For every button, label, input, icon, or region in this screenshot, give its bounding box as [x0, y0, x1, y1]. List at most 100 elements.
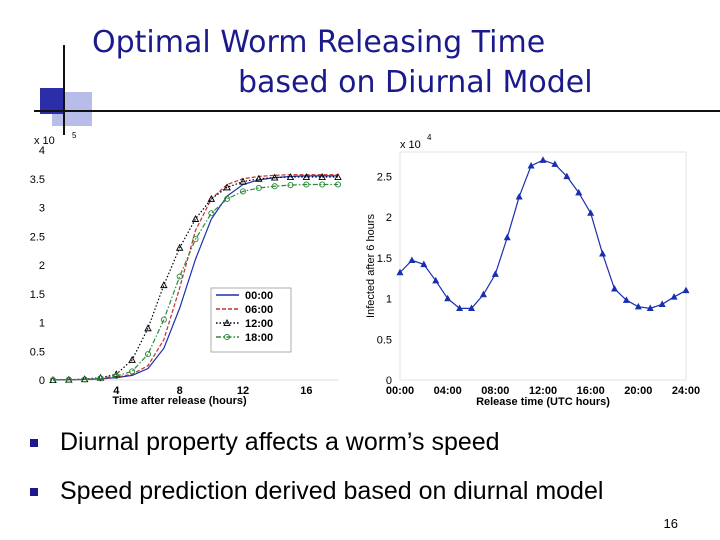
y-multiplier-exponent: 5	[72, 131, 77, 140]
plot-frame	[399, 151, 687, 381]
data-point-triangle	[144, 324, 152, 332]
x-tick-label: 16:00	[577, 385, 605, 397]
legend-label: 12:00	[245, 318, 273, 330]
y-tick-label: 1	[39, 318, 45, 330]
y-tick-label: 2	[39, 260, 45, 272]
bullet-marker-icon	[30, 488, 38, 496]
y-tick-label: 1.5	[30, 289, 45, 301]
data-point-triangle	[563, 172, 571, 180]
data-point-triangle	[207, 194, 216, 202]
data-point-circle	[239, 188, 247, 195]
data-point-circle	[144, 351, 152, 358]
data-point-triangle	[575, 188, 583, 196]
page-number: 16	[663, 516, 678, 531]
data-point-circle	[208, 210, 215, 217]
data-point-triangle	[670, 293, 678, 300]
data-point-triangle	[318, 173, 326, 180]
data-point-circle	[334, 181, 342, 188]
data-point-circle	[113, 372, 120, 380]
data-point-triangle	[223, 319, 231, 326]
y-tick-label: 1.5	[377, 253, 392, 265]
data-point-circle	[223, 333, 231, 341]
data-point-triangle	[479, 290, 487, 298]
y-tick-label: 2.5	[30, 231, 45, 243]
data-point-triangle	[610, 284, 619, 292]
y-multiplier-exponent: 4	[427, 133, 432, 142]
deco-line-horizontal	[34, 110, 720, 112]
data-point-triangle	[175, 243, 184, 251]
y-tick-label: 3.5	[30, 174, 45, 186]
y-multiplier-label: x 10	[34, 135, 55, 147]
data-point-triangle	[255, 174, 263, 182]
y-tick-label: 4	[39, 145, 45, 157]
deco-square-dark	[40, 88, 64, 114]
x-tick-label: 4	[113, 385, 120, 397]
data-point-triangle	[599, 249, 607, 257]
data-point-triangle	[408, 256, 416, 263]
data-point-circle	[129, 368, 136, 375]
data-point-triangle	[587, 209, 595, 216]
series-line-1800	[52, 183, 338, 381]
data-point-triangle	[634, 302, 642, 310]
data-point-triangle	[503, 233, 511, 241]
data-point-triangle	[622, 296, 630, 303]
data-point-triangle	[646, 304, 654, 312]
data-point-circle	[160, 316, 167, 323]
data-point-triangle	[456, 304, 464, 312]
data-point-triangle	[491, 270, 499, 277]
y-tick-label: 2	[386, 212, 392, 224]
data-point-triangle	[239, 177, 247, 185]
y-tick-label: 0.5	[30, 346, 45, 358]
y-multiplier-label: x 10	[400, 139, 421, 151]
series-line-0000	[52, 175, 338, 381]
x-tick-label: 16	[300, 385, 312, 397]
data-point-triangle	[96, 373, 105, 381]
series-line-0600	[52, 174, 338, 381]
y-tick-label: 0.5	[377, 334, 392, 346]
data-point-circle	[271, 183, 278, 190]
legend-label: 06:00	[245, 304, 273, 316]
data-point-triangle	[539, 156, 547, 163]
data-point-triangle	[160, 281, 168, 289]
x-tick-label: 12:00	[529, 385, 557, 397]
data-point-circle	[319, 181, 326, 188]
data-point-circle	[176, 273, 183, 280]
data-point-circle	[192, 236, 199, 243]
x-tick-label: 08:00	[481, 385, 509, 397]
legend-box	[210, 287, 292, 353]
growth-curves-chart: 0 0.5 1 1.5 2 2.5 3 3.5 4 4 8 12 16 x 10 5 Time after r…	[30, 131, 342, 407]
title-line-2: based on Diurnal Model	[238, 65, 593, 100]
data-point-triangle	[223, 183, 231, 191]
release-time-chart: 0 0.5 1 1.5 2 2.5 00:00 04:00 08:00 12:00 16:00 20:…	[365, 133, 700, 408]
data-point-triangle	[658, 300, 666, 307]
data-point-triangle	[682, 286, 690, 294]
y-tick-label: 0	[386, 375, 392, 387]
data-point-triangle	[128, 355, 136, 363]
data-point-triangle	[432, 276, 440, 284]
y-tick-label: 3	[39, 203, 45, 215]
data-point-circle	[49, 376, 57, 384]
x-tick-label: 12	[237, 385, 249, 397]
data-point-circle	[65, 376, 72, 383]
data-point-triangle	[527, 162, 535, 169]
data-point-circle	[81, 376, 88, 383]
data-point-triangle	[444, 294, 452, 302]
x-tick-label: 20:00	[624, 385, 652, 397]
data-point-triangle	[396, 268, 404, 276]
x-axis-label: Time after release (hours)	[112, 395, 247, 407]
x-tick-label: 00:00	[386, 385, 414, 397]
x-tick-label: 04:00	[434, 385, 462, 397]
legend-label: 18:00	[245, 332, 273, 344]
data-point-triangle	[551, 160, 559, 167]
data-point-triangle	[515, 192, 523, 200]
title-line-1: Optimal Worm Releasing Time	[92, 25, 546, 60]
bullet-marker-icon	[30, 439, 38, 447]
y-axis-label: Infected after 6 hours	[365, 214, 377, 318]
data-point-triangle	[302, 173, 311, 180]
data-point-circle	[224, 195, 231, 202]
data-point-triangle	[191, 215, 200, 222]
deco-line-vertical	[63, 45, 65, 135]
data-point-circle	[303, 181, 310, 188]
data-point-circle	[97, 375, 104, 382]
y-tick-label: 0	[39, 375, 45, 387]
